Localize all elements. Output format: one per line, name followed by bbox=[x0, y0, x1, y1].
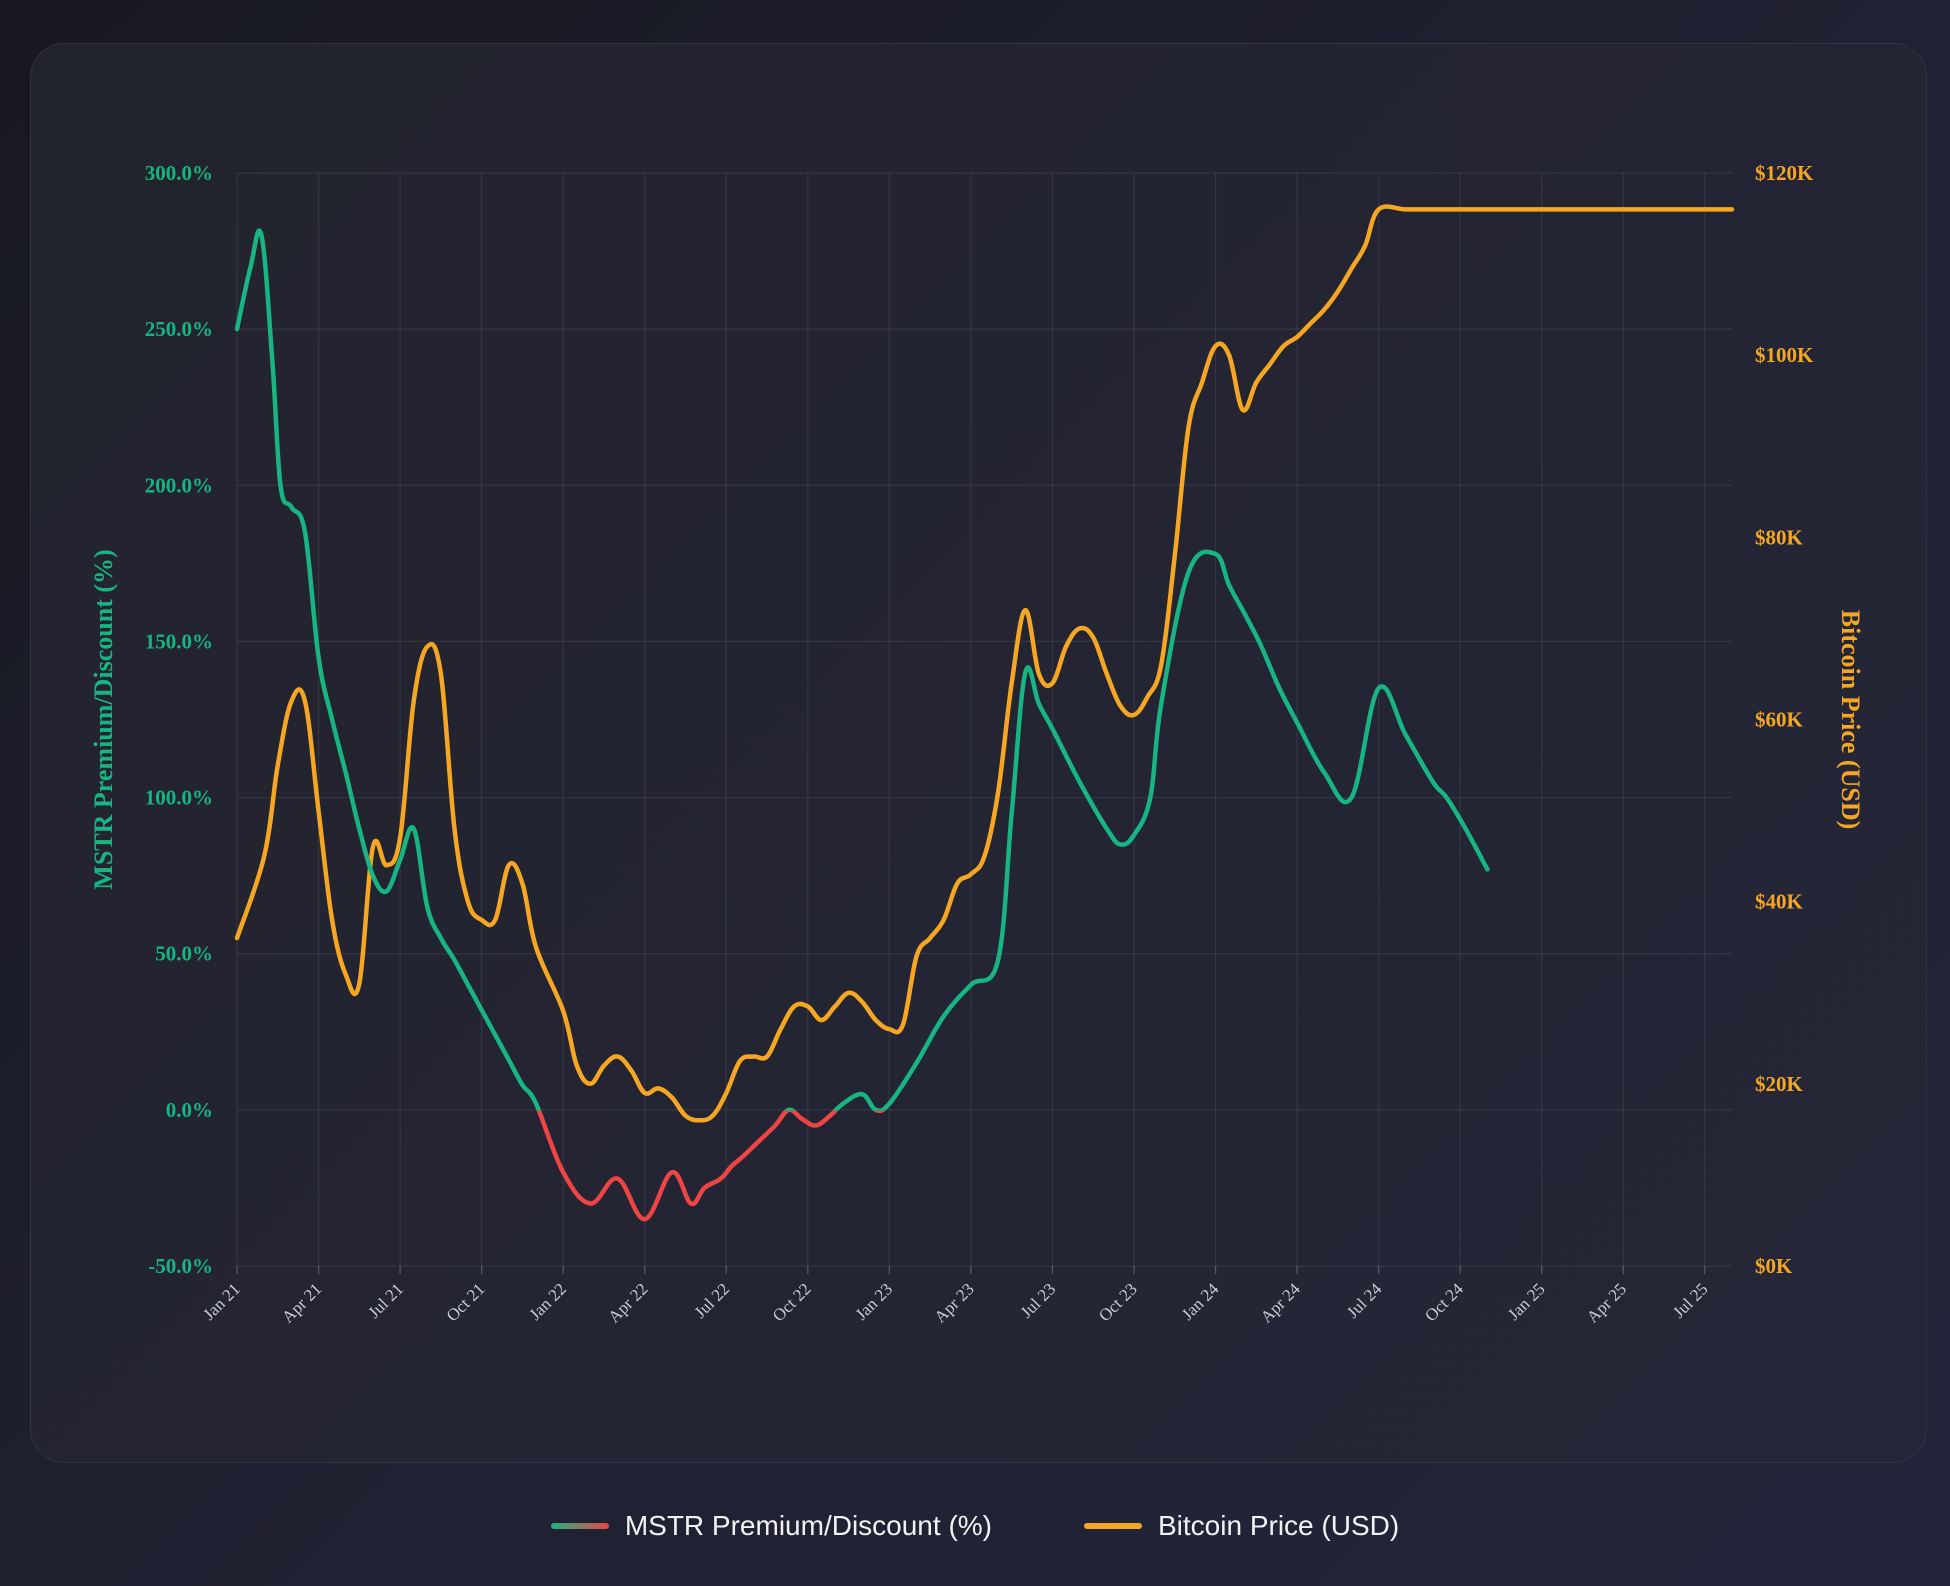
x-tick-label: Jan 23 bbox=[852, 1279, 896, 1323]
x-tick-label: Jan 22 bbox=[526, 1279, 570, 1323]
x-tick-label: Apr 22 bbox=[604, 1279, 651, 1326]
x-tick-label: Jan 21 bbox=[199, 1279, 243, 1323]
y-right-tick-label: $80K bbox=[1755, 525, 1804, 549]
legend-item-btc[interactable]: Bitcoin Price (USD) bbox=[1084, 1510, 1399, 1542]
series-line-bitcoin bbox=[234, 204, 1735, 1123]
y-left-tick-label: 300.0% bbox=[145, 161, 213, 185]
x-tick-label: Jul 23 bbox=[1017, 1279, 1059, 1321]
x-tick-label: Apr 24 bbox=[1257, 1279, 1305, 1327]
x-tick-label: Apr 21 bbox=[278, 1279, 325, 1326]
x-tick-label: Apr 25 bbox=[1583, 1279, 1630, 1326]
y-left-tick-label: 50.0% bbox=[155, 942, 213, 966]
y-right-tick-label: $20K bbox=[1755, 1072, 1804, 1096]
chart-card bbox=[30, 43, 1927, 1463]
y-right-tick-label: $60K bbox=[1755, 708, 1804, 732]
legend-item-mstr[interactable]: MSTR Premium/Discount (%) bbox=[550, 1510, 992, 1542]
legend: MSTR Premium/Discount (%) Bitcoin Price … bbox=[0, 1510, 1950, 1542]
x-tick-label: Jan 25 bbox=[1504, 1279, 1548, 1323]
y-left-tick-label: 150.0% bbox=[145, 629, 213, 653]
y-left-axis-title: MSTR Premium/Discount (%) bbox=[89, 549, 118, 889]
series-line-mstr-discount bbox=[536, 1110, 886, 1222]
x-tick-label: Jul 25 bbox=[1669, 1279, 1711, 1321]
legend-label-btc: Bitcoin Price (USD) bbox=[1158, 1510, 1400, 1541]
legend-swatch-mstr bbox=[550, 1523, 609, 1529]
y-left-tick-label: 200.0% bbox=[145, 473, 213, 497]
x-tick-label: Jan 24 bbox=[1178, 1279, 1223, 1324]
legend-label-mstr: MSTR Premium/Discount (%) bbox=[624, 1510, 992, 1541]
y-right-tick-label: $100K bbox=[1755, 343, 1814, 367]
y-left-tick-label: 100.0% bbox=[145, 786, 213, 810]
y-right-axis-title: Bitcoin Price (USD) bbox=[1836, 610, 1865, 830]
y-right-tick-label: $40K bbox=[1755, 890, 1804, 914]
x-tick-label: Oct 21 bbox=[443, 1279, 489, 1325]
y-left-tick-label: 250.0% bbox=[145, 317, 213, 341]
y-right-tick-label: $0K bbox=[1755, 1254, 1793, 1278]
series-line-mstr-premium bbox=[234, 228, 1490, 1111]
x-tick-label: Apr 23 bbox=[931, 1279, 978, 1326]
x-tick-label: Jul 24 bbox=[1343, 1279, 1386, 1322]
y-left-tick-label: -50.0% bbox=[148, 1254, 213, 1278]
x-tick-label: Oct 24 bbox=[1421, 1279, 1467, 1325]
y-left-tick-label: 0.0% bbox=[166, 1098, 213, 1122]
x-tick-label: Oct 22 bbox=[769, 1279, 815, 1325]
x-tick-label: Jul 22 bbox=[691, 1279, 733, 1321]
x-tick-label: Oct 23 bbox=[1095, 1279, 1141, 1325]
legend-swatch-btc bbox=[1084, 1523, 1142, 1529]
x-tick-label: Jul 21 bbox=[364, 1279, 406, 1321]
y-right-tick-label: $120K bbox=[1755, 161, 1814, 185]
